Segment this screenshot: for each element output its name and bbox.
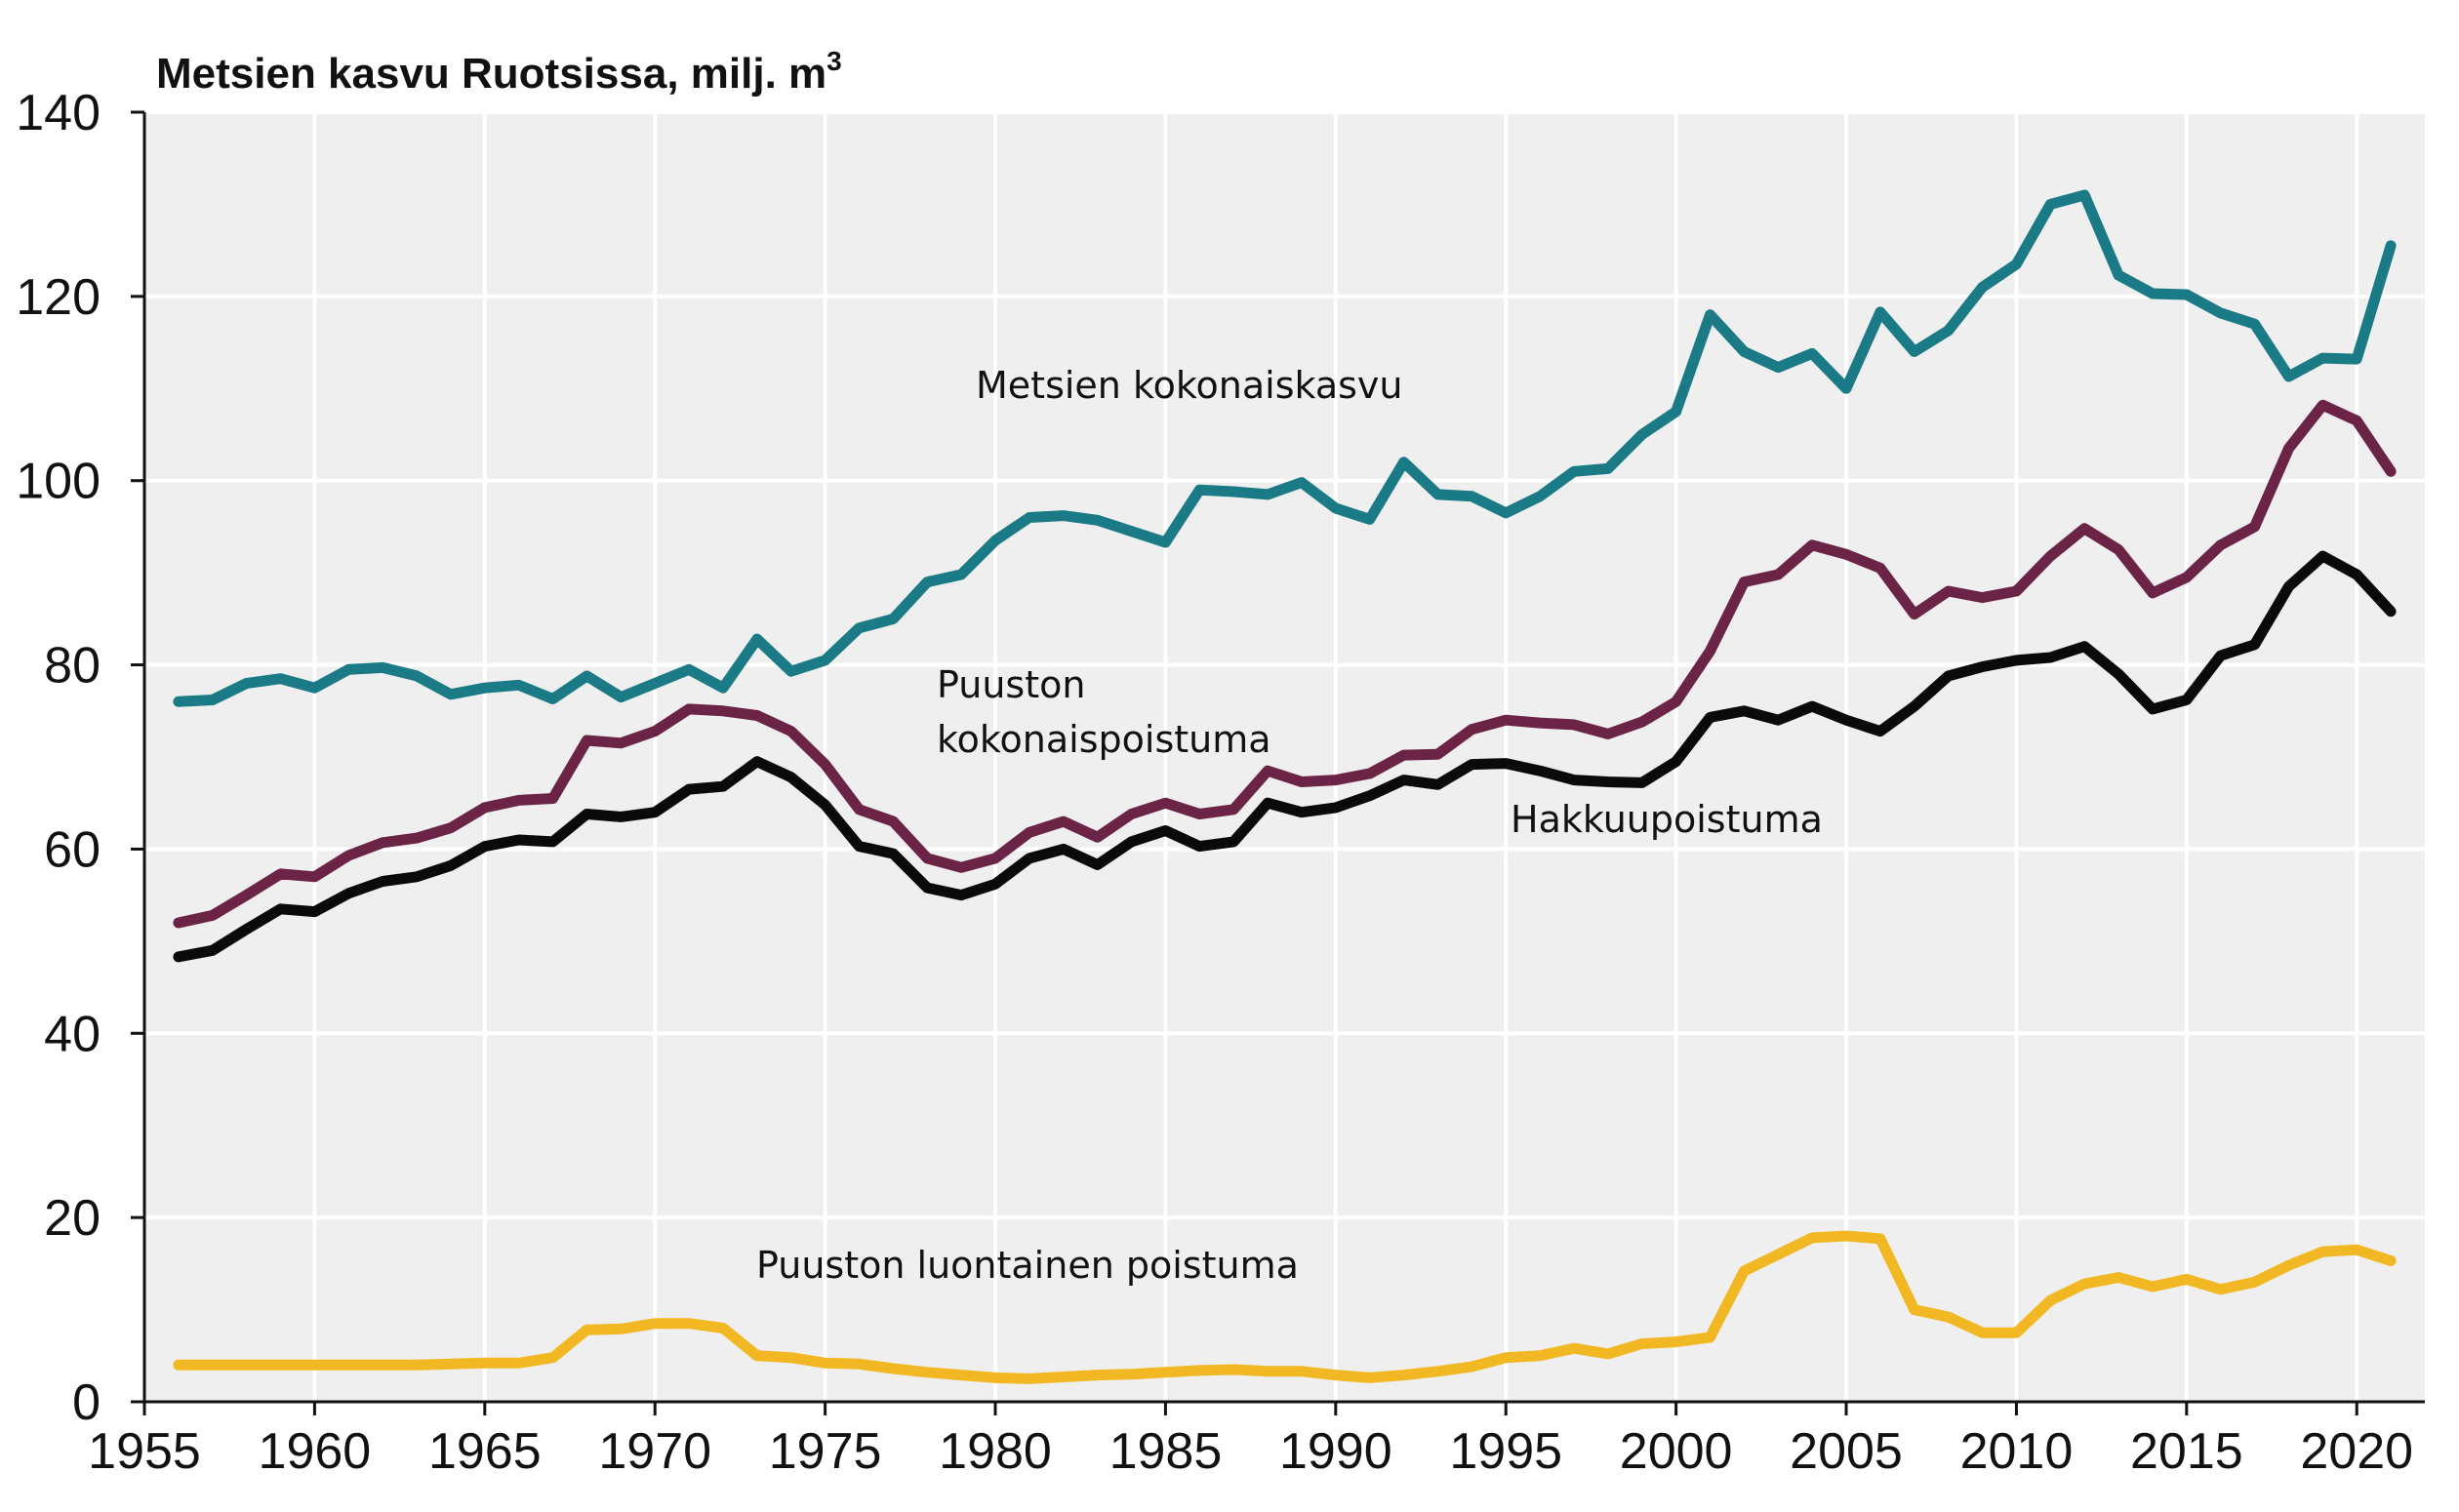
y-tick-label-120: 120 [16, 269, 101, 326]
y-tick-label-140: 140 [16, 85, 101, 141]
y-tick-label-40: 40 [44, 1006, 101, 1062]
series-label-line: kokonaispoistuma [937, 718, 1271, 761]
y-tick-label-80: 80 [44, 638, 101, 695]
x-tick-label-1975: 1975 [769, 1423, 882, 1480]
plot-background [144, 112, 2425, 1402]
y-tick-label-100: 100 [16, 454, 101, 510]
series-label-puuston-luontainen-poistuma: Puuston luontainen poistuma [756, 1244, 1299, 1287]
series-line-puuston-luontainen-poistuma [173, 1230, 2397, 1384]
series-line-hakkuupoistuma [173, 550, 2397, 963]
y-tick-label-60: 60 [44, 821, 101, 878]
x-tick-label-2000: 2000 [1620, 1423, 1733, 1480]
series-label-line: Hakkuupoistuma [1511, 798, 1823, 841]
series-lines [173, 189, 2397, 1384]
series-labels: Metsien kokonaiskasvu Puuston kokonaispois… [756, 364, 1823, 1287]
x-tick-label-1995: 1995 [1449, 1423, 1562, 1480]
series-label-hakkuupoistuma: Hakkuupoistuma [1511, 798, 1823, 841]
axes [131, 110, 2425, 1415]
x-tick-label-2010: 2010 [1960, 1423, 2074, 1480]
y-tick-label-20: 20 [44, 1190, 101, 1247]
x-tick-label-1985: 1985 [1109, 1423, 1223, 1480]
chart-title-superscript: 3 [826, 46, 842, 76]
y-tick-label-0: 0 [72, 1374, 101, 1431]
x-tick-labels: 1955 1960 1965 1970 1975 1980 1985 1990 1995 2000… [88, 1423, 2413, 1480]
series-label-line: Metsien kokonaiskasvu [976, 364, 1402, 407]
series-label-line: Puuston [937, 663, 1085, 706]
y-tick-labels: 0 20 40 60 80 100 120 140 [16, 85, 101, 1431]
series-line-metsien-kokonaiskasvu [173, 189, 2397, 707]
x-tick-label-2015: 2015 [2130, 1423, 2243, 1480]
x-tick-label-1970: 1970 [598, 1423, 711, 1480]
x-tick-label-1990: 1990 [1279, 1423, 1392, 1480]
chart-title-text: Metsien kasvu Ruotsissa, milj. m [156, 50, 826, 98]
series-line-puuston-kokonaispoistuma [173, 399, 2397, 929]
series-label-puuston-kokonaispoistuma: Puuston kokonaispoistuma [937, 663, 1271, 761]
x-tick-label-1960: 1960 [259, 1423, 372, 1480]
series-label-line: Puuston luontainen poistuma [756, 1244, 1299, 1287]
x-tick-label-2020: 2020 [2300, 1423, 2413, 1480]
series-label-metsien-kokonaiskasvu: Metsien kokonaiskasvu [976, 364, 1402, 407]
x-tick-label-2005: 2005 [1790, 1423, 1903, 1480]
chart-title: Metsien kasvu Ruotsissa, milj. m3 [156, 46, 842, 98]
x-tick-label-1980: 1980 [939, 1423, 1052, 1480]
x-tick-label-1965: 1965 [428, 1423, 542, 1480]
x-tick-label-1955: 1955 [88, 1423, 201, 1480]
